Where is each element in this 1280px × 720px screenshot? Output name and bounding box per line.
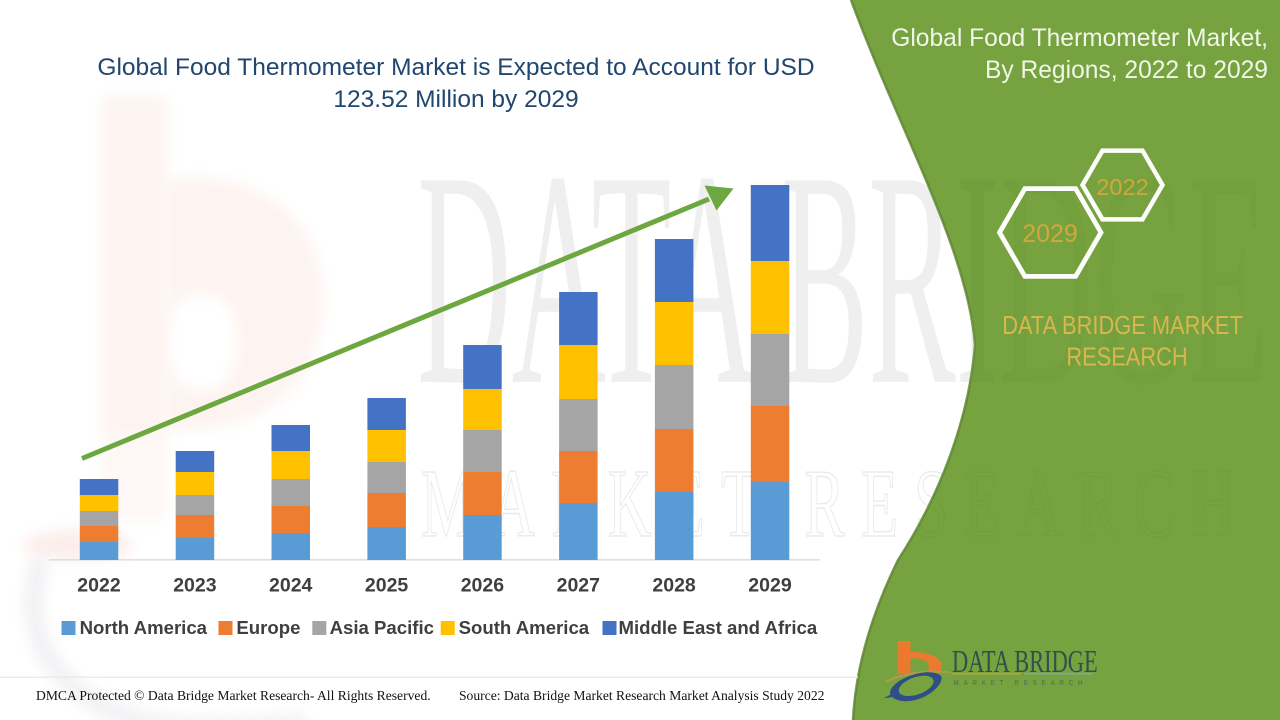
svg-text:2028: 2028 (652, 575, 696, 597)
svg-text:Global Food Thermometer Market: Global Food Thermometer Market is Expect… (97, 54, 814, 81)
svg-text:123.52 Million by 2029: 123.52 Million by 2029 (333, 86, 578, 113)
svg-text:2026: 2026 (461, 575, 505, 597)
svg-text:2029: 2029 (1022, 220, 1078, 248)
svg-text:North America: North America (80, 617, 208, 638)
svg-text:2029: 2029 (748, 575, 792, 597)
svg-text:2024: 2024 (269, 575, 313, 597)
svg-text:DATA BRIDGE: DATA BRIDGE (952, 643, 1098, 679)
svg-text:South America: South America (459, 617, 590, 638)
svg-text:MARKET RESEARCH: MARKET RESEARCH (954, 680, 1088, 687)
svg-text:Asia Pacific: Asia Pacific (330, 617, 434, 638)
svg-text:2022: 2022 (77, 575, 121, 597)
svg-text:Middle East and Africa: Middle East and Africa (619, 617, 818, 638)
svg-text:Source: Data Bridge Market Res: Source: Data Bridge Market Research Mark… (459, 688, 825, 703)
svg-text:2022: 2022 (1096, 174, 1148, 200)
svg-text:2023: 2023 (173, 575, 217, 597)
svg-text:By Regions, 2022 to 2029: By Regions, 2022 to 2029 (985, 57, 1268, 84)
svg-text:2027: 2027 (557, 575, 600, 597)
svg-text:DATA BRIDGE MARKET: DATA BRIDGE MARKET (1002, 311, 1243, 340)
svg-text:RESEARCH: RESEARCH (1066, 343, 1187, 372)
svg-text:Europe: Europe (236, 617, 300, 638)
svg-text:Global Food Thermometer Market: Global Food Thermometer Market, (891, 25, 1268, 52)
svg-text:DMCA Protected © Data Bridge M: DMCA Protected © Data Bridge Market Rese… (36, 688, 431, 703)
svg-text:2025: 2025 (365, 575, 409, 597)
